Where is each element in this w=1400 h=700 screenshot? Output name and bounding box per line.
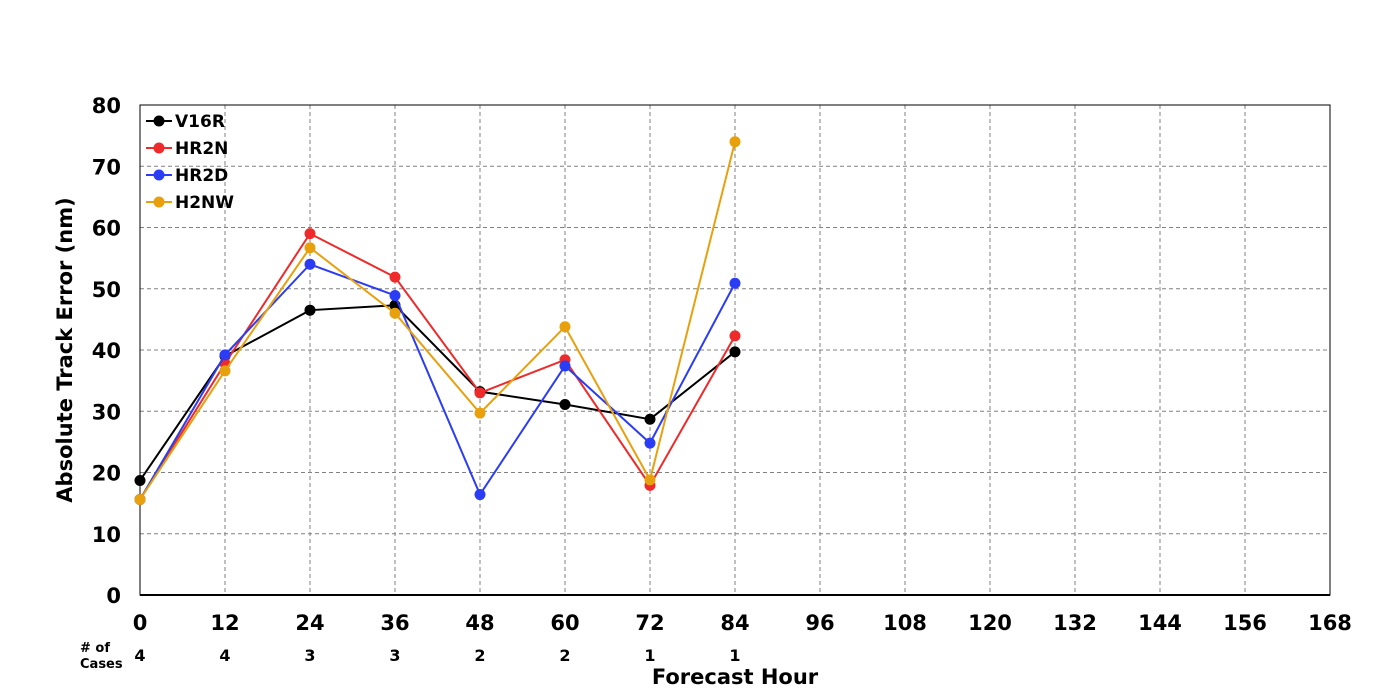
data-point-h2nw: [219, 365, 231, 377]
legend-label: H2NW: [175, 193, 234, 213]
data-point-hr2n: [729, 330, 741, 342]
data-point-v16r: [559, 399, 571, 411]
data-point-h2nw: [304, 242, 316, 254]
x-tick-label: 156: [1223, 611, 1267, 635]
series-line-h2nw: [139, 141, 736, 501]
y-tick-label: 0: [106, 584, 121, 608]
cases-label-line2: Cases: [80, 657, 123, 672]
case-count: 2: [474, 646, 485, 665]
legend-item-h2nw: H2NW: [146, 193, 234, 213]
data-point-v16r: [134, 474, 146, 486]
case-count: 1: [644, 646, 655, 665]
x-tick-label: 108: [883, 611, 927, 635]
x-tick-label: 132: [1053, 611, 1097, 635]
series-h2nw: [134, 136, 741, 505]
x-tick-label: 72: [635, 611, 664, 635]
series-layer: [134, 136, 741, 505]
x-tick-label: 168: [1308, 611, 1352, 635]
data-point-h2nw: [134, 493, 146, 505]
data-point-h2nw: [729, 136, 741, 148]
legend-label: HR2N: [175, 139, 228, 159]
legend-item-v16r: V16R: [146, 112, 225, 132]
legend-item-hr2d: HR2D: [146, 166, 228, 186]
data-point-hr2n: [304, 228, 316, 240]
y-tick-label: 20: [92, 462, 121, 486]
x-tick-label: 12: [210, 611, 239, 635]
case-count: 3: [304, 646, 315, 665]
x-tick-label: 60: [550, 611, 579, 635]
y-tick-label: 30: [92, 400, 121, 424]
data-point-hr2d: [474, 489, 486, 501]
data-point-v16r: [729, 346, 741, 358]
series-line-hr2d: [139, 263, 736, 500]
y-tick-label: 80: [92, 94, 121, 118]
case-counts: 4 4 3 3 2 2 1 1: [134, 646, 740, 665]
case-count: 3: [389, 646, 400, 665]
case-count: 4: [134, 646, 145, 665]
x-tick-label: 0: [133, 611, 148, 635]
x-tick-label: 144: [1138, 611, 1182, 635]
legend-swatch-marker: [153, 169, 165, 181]
series-line-v16r: [139, 304, 736, 482]
data-point-h2nw: [474, 407, 486, 419]
legend-label: V16R: [175, 112, 225, 132]
data-point-hr2n: [474, 387, 486, 399]
legend-swatch-marker: [153, 142, 165, 154]
y-tick-label: 70: [92, 155, 121, 179]
data-point-hr2d: [644, 437, 656, 449]
data-point-h2nw: [559, 321, 571, 333]
data-point-hr2d: [304, 258, 316, 270]
y-tick-label: 10: [92, 523, 121, 547]
case-count: 4: [219, 646, 230, 665]
case-count: 1: [729, 646, 740, 665]
data-point-hr2n: [389, 271, 401, 283]
x-tick-label: 96: [805, 611, 834, 635]
y-tick-label: 40: [92, 339, 121, 363]
y-tick-label: 50: [92, 278, 121, 302]
x-tick-label: 120: [968, 611, 1012, 635]
y-tick-label: 60: [92, 217, 121, 241]
cases-label-line1: # of: [80, 641, 110, 656]
series-line-hr2n: [139, 232, 736, 500]
case-count: 2: [559, 646, 570, 665]
legend-swatch-marker: [153, 115, 165, 127]
data-point-hr2d: [219, 349, 231, 361]
x-tick-label: 48: [465, 611, 494, 635]
x-tick-label: 84: [720, 611, 749, 635]
x-tick-label: 24: [295, 611, 324, 635]
x-tick-label: 36: [380, 611, 409, 635]
grid-lines: [140, 105, 1330, 595]
data-point-hr2d: [559, 360, 571, 372]
legend-item-hr2n: HR2N: [146, 139, 228, 159]
y-axis-title: Absolute Track Error (nm): [53, 197, 77, 502]
data-point-h2nw: [389, 307, 401, 319]
data-point-h2nw: [644, 474, 656, 486]
x-axis-title: Forecast Hour: [652, 665, 819, 689]
data-point-hr2d: [729, 277, 741, 289]
data-point-hr2d: [389, 289, 401, 301]
legend-label: HR2D: [175, 166, 228, 186]
y-tick-labels: 0 10 20 30 40 50 60 70 80: [92, 94, 121, 608]
legend: V16R HR2N HR2D H2NW: [146, 112, 234, 213]
data-point-v16r: [644, 413, 656, 425]
x-tick-labels: 0 12 24 36 48 60 72 84 96 108 120 132 144 156 168: [133, 611, 1352, 635]
legend-swatch-marker: [153, 196, 165, 208]
data-point-v16r: [304, 304, 316, 316]
